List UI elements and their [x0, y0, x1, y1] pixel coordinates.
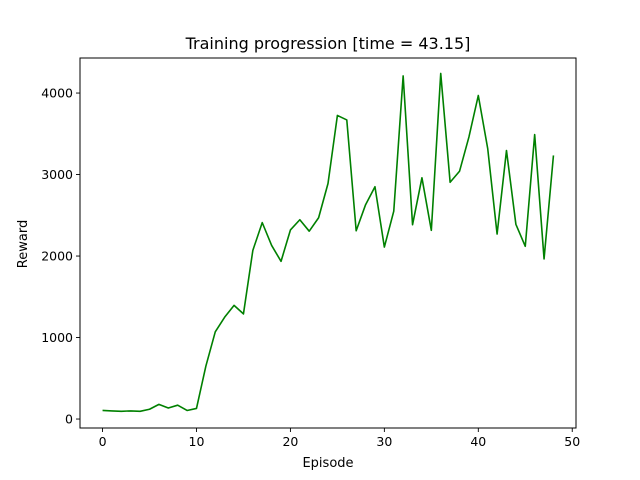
x-tick-label: 10: [189, 434, 205, 449]
x-axis-label: Episode: [302, 456, 353, 471]
y-tick-label: 0: [65, 412, 73, 427]
x-tick-label: 30: [376, 434, 392, 449]
x-tick-label: 40: [470, 434, 486, 449]
x-tick-label: 0: [99, 434, 107, 449]
chart-title: Training progression [time = 43.15]: [185, 34, 471, 53]
y-tick-label: 3000: [41, 167, 73, 182]
plot-area: [102, 72, 555, 413]
x-tick-label: 20: [282, 434, 298, 449]
y-tick-label: 4000: [41, 86, 73, 101]
y-tick-label: 2000: [41, 249, 73, 264]
x-axis: 0 10 20 30 40 50: [99, 428, 580, 449]
plot-frame: [79, 57, 577, 429]
series-line-0: [102, 72, 555, 413]
x-tick-label: 50: [564, 434, 580, 449]
y-tick-label: 1000: [41, 330, 73, 345]
y-axis-label: Reward: [16, 220, 31, 268]
y-axis: 0 1000 2000 3000 4000: [41, 86, 80, 427]
